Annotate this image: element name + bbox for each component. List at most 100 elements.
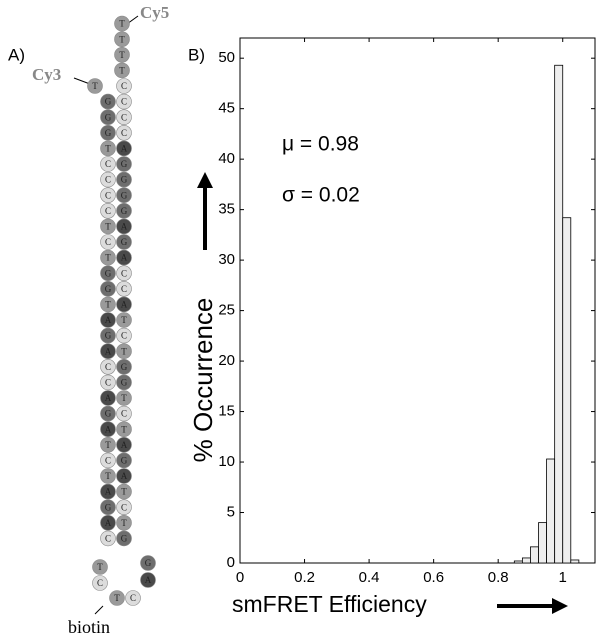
nucleotide-label: G: [105, 268, 112, 278]
nucleotide: [100, 452, 116, 469]
nucleotide: [116, 109, 132, 125]
nucleotide: [114, 62, 130, 79]
nucleotide: [116, 296, 132, 313]
nucleotide-label: C: [105, 533, 111, 543]
nucleotide: [100, 280, 116, 297]
nucleotide-label: G: [121, 175, 128, 185]
nucleotide: [114, 46, 130, 63]
y-tick-label: 40: [218, 150, 235, 167]
nucleotide: [116, 280, 132, 297]
nucleotide: [100, 514, 116, 531]
nucleotide-label: A: [121, 253, 128, 263]
nucleotide-label: T: [121, 518, 127, 528]
panel-label: B): [188, 45, 205, 64]
nucleotide-label: T: [105, 143, 111, 153]
nucleotide: [92, 575, 108, 591]
nucleotide: [100, 156, 116, 172]
nucleotide: [100, 312, 116, 328]
nucleotide-label: C: [105, 377, 111, 387]
nucleotide: [100, 125, 116, 141]
nucleotide: [116, 483, 132, 500]
nucleotide-label: C: [121, 502, 127, 512]
x-tick-label: 0.6: [423, 569, 444, 586]
nucleotide: [100, 405, 116, 422]
nucleotide: [100, 483, 116, 500]
nucleotide: [114, 15, 130, 32]
nucleotide: [100, 421, 116, 438]
nucleotide: [125, 590, 141, 606]
bar: [546, 458, 556, 564]
nucleotide-label: A: [121, 440, 128, 450]
nucleotide: [116, 452, 132, 469]
y-tick-label: 35: [218, 201, 235, 218]
nucleotide: [87, 78, 103, 94]
nucleotide: [116, 327, 132, 344]
nucleotide-label: T: [121, 315, 127, 325]
nucleotide-label: A: [121, 299, 128, 309]
annotation: σ = 0.02: [282, 184, 360, 207]
nucleotide-label: T: [121, 424, 127, 434]
bar: [554, 64, 564, 564]
nucleotide: [100, 140, 116, 157]
nucleotide-label: A: [121, 143, 128, 153]
nucleotide-label: G: [105, 112, 112, 122]
nucleotide: [100, 249, 116, 266]
nucleotide: [100, 358, 116, 375]
nucleotide-label: G: [105, 97, 112, 107]
leader-line: [94, 605, 104, 615]
nucleotide: [100, 187, 116, 203]
nucleotide: [116, 78, 132, 94]
panel-label: A): [8, 45, 25, 64]
x-axis-label: smFRET Efficiency: [232, 591, 427, 617]
nucleotide-label: G: [105, 331, 112, 341]
nucleotide-label: A: [105, 487, 112, 497]
nucleotide: [100, 468, 116, 484]
nucleotide-label: C: [105, 455, 111, 465]
nucleotide: [116, 140, 132, 157]
nucleotide-label: A: [105, 346, 112, 356]
bar: [521, 557, 531, 564]
nucleotide: [100, 374, 116, 391]
nucleotide-label: C: [121, 268, 127, 278]
nucleotide: [116, 249, 132, 266]
nucleotide: [100, 327, 116, 344]
nucleotide: [100, 343, 116, 360]
nucleotide: [116, 93, 132, 110]
nucleotide: [100, 436, 116, 453]
nucleotide-label: G: [121, 206, 128, 216]
nucleotide-label: T: [105, 299, 111, 309]
nucleotide: [116, 156, 132, 172]
x-tick-label: 1: [559, 569, 567, 586]
nucleotide-label: G: [105, 502, 112, 512]
nucleotide: [100, 171, 116, 188]
nucleotide-label: C: [97, 578, 103, 588]
y-tick-label: 10: [218, 453, 235, 470]
nucleotide: [116, 405, 132, 422]
y-tick-label: 45: [218, 100, 235, 117]
nucleotide-label: G: [121, 455, 128, 465]
nucleotide-label: G: [121, 377, 128, 387]
nucleotide: [100, 234, 116, 250]
nucleotide: [116, 171, 132, 188]
nucleotide: [116, 265, 132, 282]
annotation: μ = 0.98: [282, 133, 359, 156]
nucleotide-label: T: [114, 593, 120, 603]
nucleotide: [109, 590, 125, 606]
bar: [513, 560, 523, 564]
nucleotide: [116, 203, 132, 219]
nucleotide-label: C: [121, 112, 127, 122]
nucleotide: [116, 499, 132, 516]
nucleotide-label: G: [121, 362, 128, 372]
nucleotide-label: T: [92, 81, 98, 91]
nucleotide-label: C: [130, 593, 136, 603]
nucleotide: [116, 343, 132, 360]
nucleotide-label: C: [121, 128, 127, 138]
nucleotide-label: A: [121, 471, 128, 481]
nucleotide-label: A: [121, 221, 128, 231]
nucleotide: [100, 296, 116, 313]
nucleotide-label: A: [105, 315, 112, 325]
y-tick-label: 5: [227, 503, 235, 520]
nucleotide-label: T: [119, 34, 125, 44]
nucleotide: [100, 390, 116, 406]
